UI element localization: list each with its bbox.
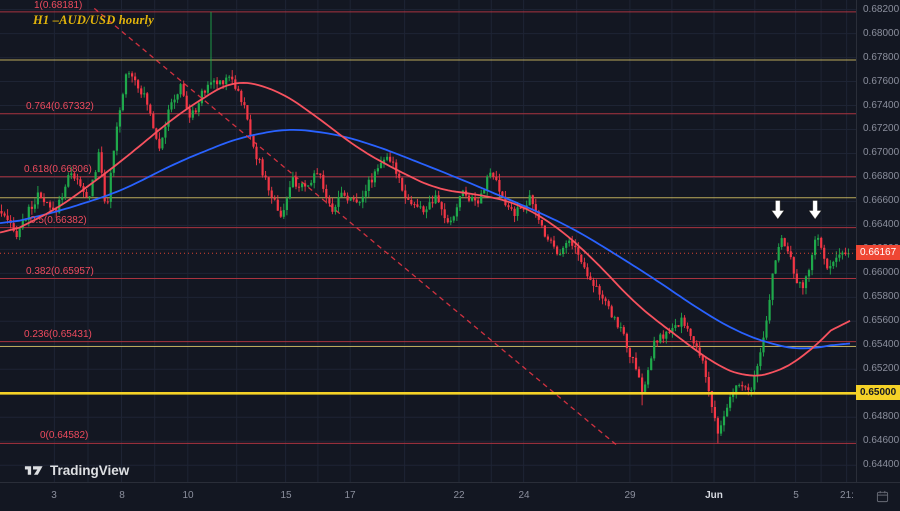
price-axis-label: 0.65400 (863, 339, 900, 350)
fib-level-label[interactable]: 1(0.68181) (34, 0, 83, 11)
price-axis[interactable]: 0.68200 0.68000 0.67800 0.67600 0.67400 0.672… (856, 0, 900, 482)
price-axis-label: 0.68000 (863, 28, 900, 39)
time-axis-label: 3 (51, 490, 57, 501)
price-axis-label: 0.64400 (863, 459, 900, 470)
calendar-icon[interactable] (876, 490, 889, 508)
price-axis-label: 0.67600 (863, 76, 900, 87)
fib-level-label[interactable]: 0.5(0.66382) (30, 215, 87, 226)
last-price-badge: 0.66167 (856, 245, 900, 260)
time-axis-label: Jun (705, 490, 723, 501)
time-axis-label: 10 (182, 490, 194, 501)
time-axis-label: 22 (453, 490, 465, 501)
price-axis-label: 0.64800 (863, 411, 900, 422)
fib-retracement-lines[interactable] (0, 11, 856, 444)
down-arrow-marker[interactable] (807, 199, 823, 221)
key-level-badge: 0.65000 (856, 385, 900, 400)
time-axis-label: 24 (518, 490, 530, 501)
price-axis-label: 0.64600 (863, 435, 900, 446)
price-axis-label: 0.67800 (863, 52, 900, 63)
tradingview-logo-text: TradingView (50, 463, 130, 478)
gridlines (0, 0, 856, 482)
price-axis-label: 0.67400 (863, 100, 900, 111)
support-resistance-lines[interactable] (0, 59, 856, 347)
tradingview-logo-icon (24, 466, 43, 475)
price-axis-label: 0.68200 (863, 4, 900, 15)
price-axis-label: 0.65200 (863, 363, 900, 374)
time-axis-label: 29 (624, 490, 636, 501)
time-axis-label: 8 (119, 490, 125, 501)
time-axis-label: 15 (280, 490, 292, 501)
price-axis-label: 0.67200 (863, 123, 900, 134)
time-axis-label: 17 (344, 490, 356, 501)
fib-level-label[interactable]: 0.236(0.65431) (24, 329, 92, 340)
down-arrow-marker[interactable] (770, 199, 786, 221)
price-axis-label: 0.66400 (863, 219, 900, 230)
time-axis[interactable]: 3 8 10 15 17 22 24 29 Jun 5 21: (0, 482, 900, 511)
tradingview-logo[interactable]: TradingView (23, 463, 129, 478)
time-axis-label: 21: (840, 490, 854, 501)
fib-level-label[interactable]: 0.382(0.65957) (26, 266, 94, 277)
fib-level-label[interactable]: 0(0.64582) (40, 430, 89, 441)
ma-slow-line (0, 129, 851, 350)
fib-level-label[interactable]: 0.764(0.67332) (26, 101, 94, 112)
price-axis-label: 0.67000 (863, 147, 900, 158)
price-axis-label: 0.66600 (863, 195, 900, 206)
descending-trendline[interactable] (93, 7, 617, 446)
price-axis-label: 0.65800 (863, 291, 900, 302)
ma-fast-line (0, 81, 851, 377)
price-axis-label: 0.66000 (863, 267, 900, 278)
time-axis-label: 5 (793, 490, 799, 501)
fib-level-label[interactable]: 0.618(0.66806) (24, 164, 92, 175)
price-axis-label: 0.65600 (863, 315, 900, 326)
chart-title-annotation[interactable]: H1 –AUD/USD hourly (33, 13, 154, 27)
price-axis-label: 0.66800 (863, 171, 900, 182)
